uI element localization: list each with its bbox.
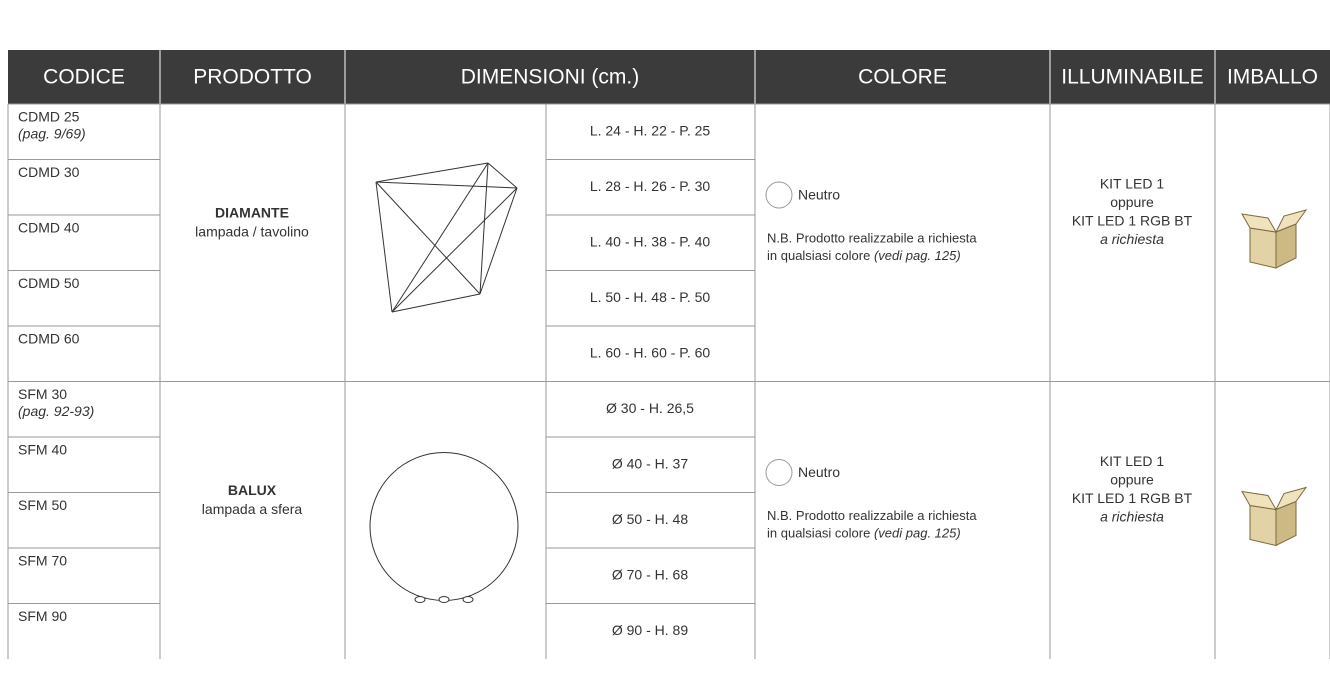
sphere-foot: [438, 596, 450, 603]
code: CDMD 40: [18, 220, 80, 236]
color-note-ref: (vedi pag. 125): [874, 526, 961, 541]
product-name: DIAMANTE: [215, 205, 289, 221]
code: CDMD 60: [18, 331, 80, 347]
illuminable-line: KIT LED 1 RGB BT: [1072, 490, 1193, 506]
cube-edge: [375, 181, 481, 295]
color-note: N.B. Prodotto realizzabile a richiesta: [767, 230, 977, 245]
code: SFM 70: [18, 553, 67, 569]
color-note-text: in qualsiasi colore: [767, 526, 870, 541]
product-subtitle: lampada / tavolino: [195, 224, 309, 240]
header-cell: ILLUMINABILE: [1061, 66, 1203, 89]
color-note-text: in qualsiasi colore: [767, 248, 870, 263]
code: SFM 40: [18, 442, 67, 458]
code: CDMD 50: [18, 275, 80, 291]
illuminable-line: KIT LED 1 RGB BT: [1072, 213, 1193, 229]
illuminable-line: oppure: [1110, 194, 1154, 210]
color-swatch: [765, 181, 793, 209]
color-name: Neutro: [798, 464, 840, 480]
sphere-foot: [462, 596, 474, 603]
header-cell: DIMENSIONI (cm.): [461, 66, 640, 89]
box-front: [1249, 227, 1277, 269]
product-subtitle: lampada a sfera: [202, 501, 303, 517]
dimension: Ø 40 - H. 37: [612, 456, 688, 472]
box-flap: [1241, 490, 1277, 511]
color-note: in qualsiasi colore (vedi pag. 125): [767, 248, 961, 263]
box-front: [1249, 504, 1277, 547]
cube-edge: [487, 162, 518, 189]
box-flap: [1241, 213, 1277, 233]
illuminable-line: a richiesta: [1100, 231, 1164, 247]
cube-edge: [375, 181, 393, 313]
illuminable-line: KIT LED 1: [1100, 176, 1165, 192]
code: CDMD 30: [18, 164, 80, 180]
header-bar: [8, 50, 1330, 104]
cube-edge: [391, 162, 489, 313]
illuminable-line: oppure: [1110, 472, 1154, 488]
code: SFM 30: [18, 386, 67, 402]
color-note: in qualsiasi colore (vedi pag. 125): [767, 526, 961, 541]
dimension: L. 40 - H. 38 - P. 40: [590, 234, 711, 250]
product-name: BALUX: [228, 482, 277, 498]
code: CDMD 25: [18, 109, 80, 125]
page-ref: (pag. 9/69): [18, 126, 86, 142]
header-cell: PRODOTTO: [193, 66, 312, 89]
cube-edge: [375, 162, 489, 183]
dimension: L. 50 - H. 48 - P. 50: [590, 289, 711, 305]
dimension: Ø 90 - H. 89: [612, 622, 688, 638]
color-note-ref: (vedi pag. 125): [874, 248, 961, 263]
dimension: Ø 50 - H. 48: [612, 511, 688, 527]
illuminable-line: KIT LED 1: [1100, 453, 1165, 469]
illuminable-line: a richiesta: [1100, 509, 1164, 525]
header-cell: COLORE: [858, 66, 947, 89]
cube-edge: [391, 293, 481, 313]
page-ref: (pag. 92-93): [18, 403, 94, 419]
dimension: Ø 70 - H. 68: [612, 567, 688, 583]
header-cell: CODICE: [43, 66, 125, 89]
dimension: L. 24 - H. 22 - P. 25: [590, 123, 711, 139]
dimension: L. 28 - H. 26 - P. 30: [590, 178, 711, 194]
color-name: Neutro: [798, 187, 840, 203]
color-swatch: [765, 459, 793, 486]
color-note: N.B. Prodotto realizzabile a richiesta: [767, 508, 977, 523]
dimension: L. 60 - H. 60 - P. 60: [590, 345, 711, 361]
header-cell: IMBALLO: [1227, 66, 1318, 89]
dimension: Ø 30 - H. 26,5: [606, 400, 694, 416]
sphere-foot: [414, 596, 426, 603]
code: SFM 90: [18, 608, 67, 624]
box-flap: [1274, 209, 1308, 233]
sphere: [369, 452, 519, 601]
cube-edge: [479, 162, 489, 295]
cube-edge: [375, 181, 518, 189]
cube-edge: [391, 187, 518, 313]
box-flap: [1274, 486, 1308, 511]
cube-edge: [479, 187, 518, 295]
code: SFM 50: [18, 497, 67, 513]
